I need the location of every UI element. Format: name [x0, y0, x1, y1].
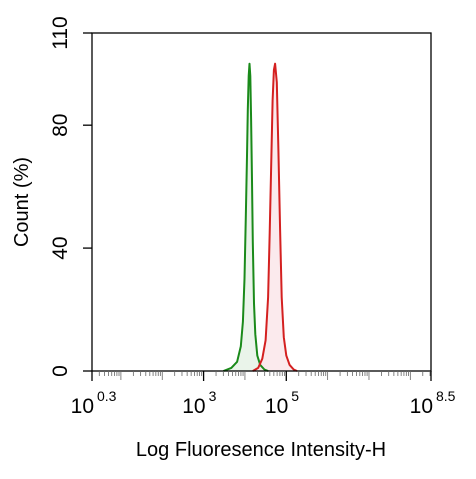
x-tick-exponent: 8.5 [436, 388, 456, 404]
series-2-line [252, 62, 298, 372]
x-tick-label: 10 5 [265, 388, 299, 418]
x-tick-labels: 10 0.3 10 3 10 5 10 8.5 [71, 388, 456, 418]
x-tick-label: 10 3 [182, 388, 216, 418]
x-tick-exponent: 5 [291, 388, 299, 404]
x-tick-base: 10 [71, 395, 94, 418]
y-tick-label: 40 [49, 236, 72, 259]
series-1-fill [223, 63, 269, 371]
x-tick-base: 10 [410, 395, 433, 418]
x-tick-label: 10 0.3 [71, 388, 117, 418]
series-fills [223, 63, 297, 371]
series-lines [223, 62, 298, 372]
x-axis-label: Log Fluoresence Intensity-H [136, 439, 386, 461]
series-2-fill [252, 63, 297, 371]
series-1-line [223, 62, 269, 372]
y-axis-label: Count (%) [11, 157, 33, 247]
x-minor-ticks [91, 371, 431, 380]
y-tick-label: 110 [49, 16, 72, 49]
x-tick-exponent: 3 [209, 388, 217, 404]
y-tick-label: 0 [49, 365, 72, 377]
x-major-ticks [91, 371, 432, 381]
x-tick-base: 10 [265, 395, 288, 418]
plot-frame [91, 32, 432, 372]
x-tick-base: 10 [182, 395, 205, 418]
y-tick-labels: 0 40 80 110 [49, 16, 72, 377]
y-major-ticks [83, 32, 92, 372]
y-tick-label: 80 [49, 114, 72, 137]
x-tick-label: 10 8.5 [410, 388, 456, 418]
x-tick-exponent: 0.3 [97, 388, 117, 404]
